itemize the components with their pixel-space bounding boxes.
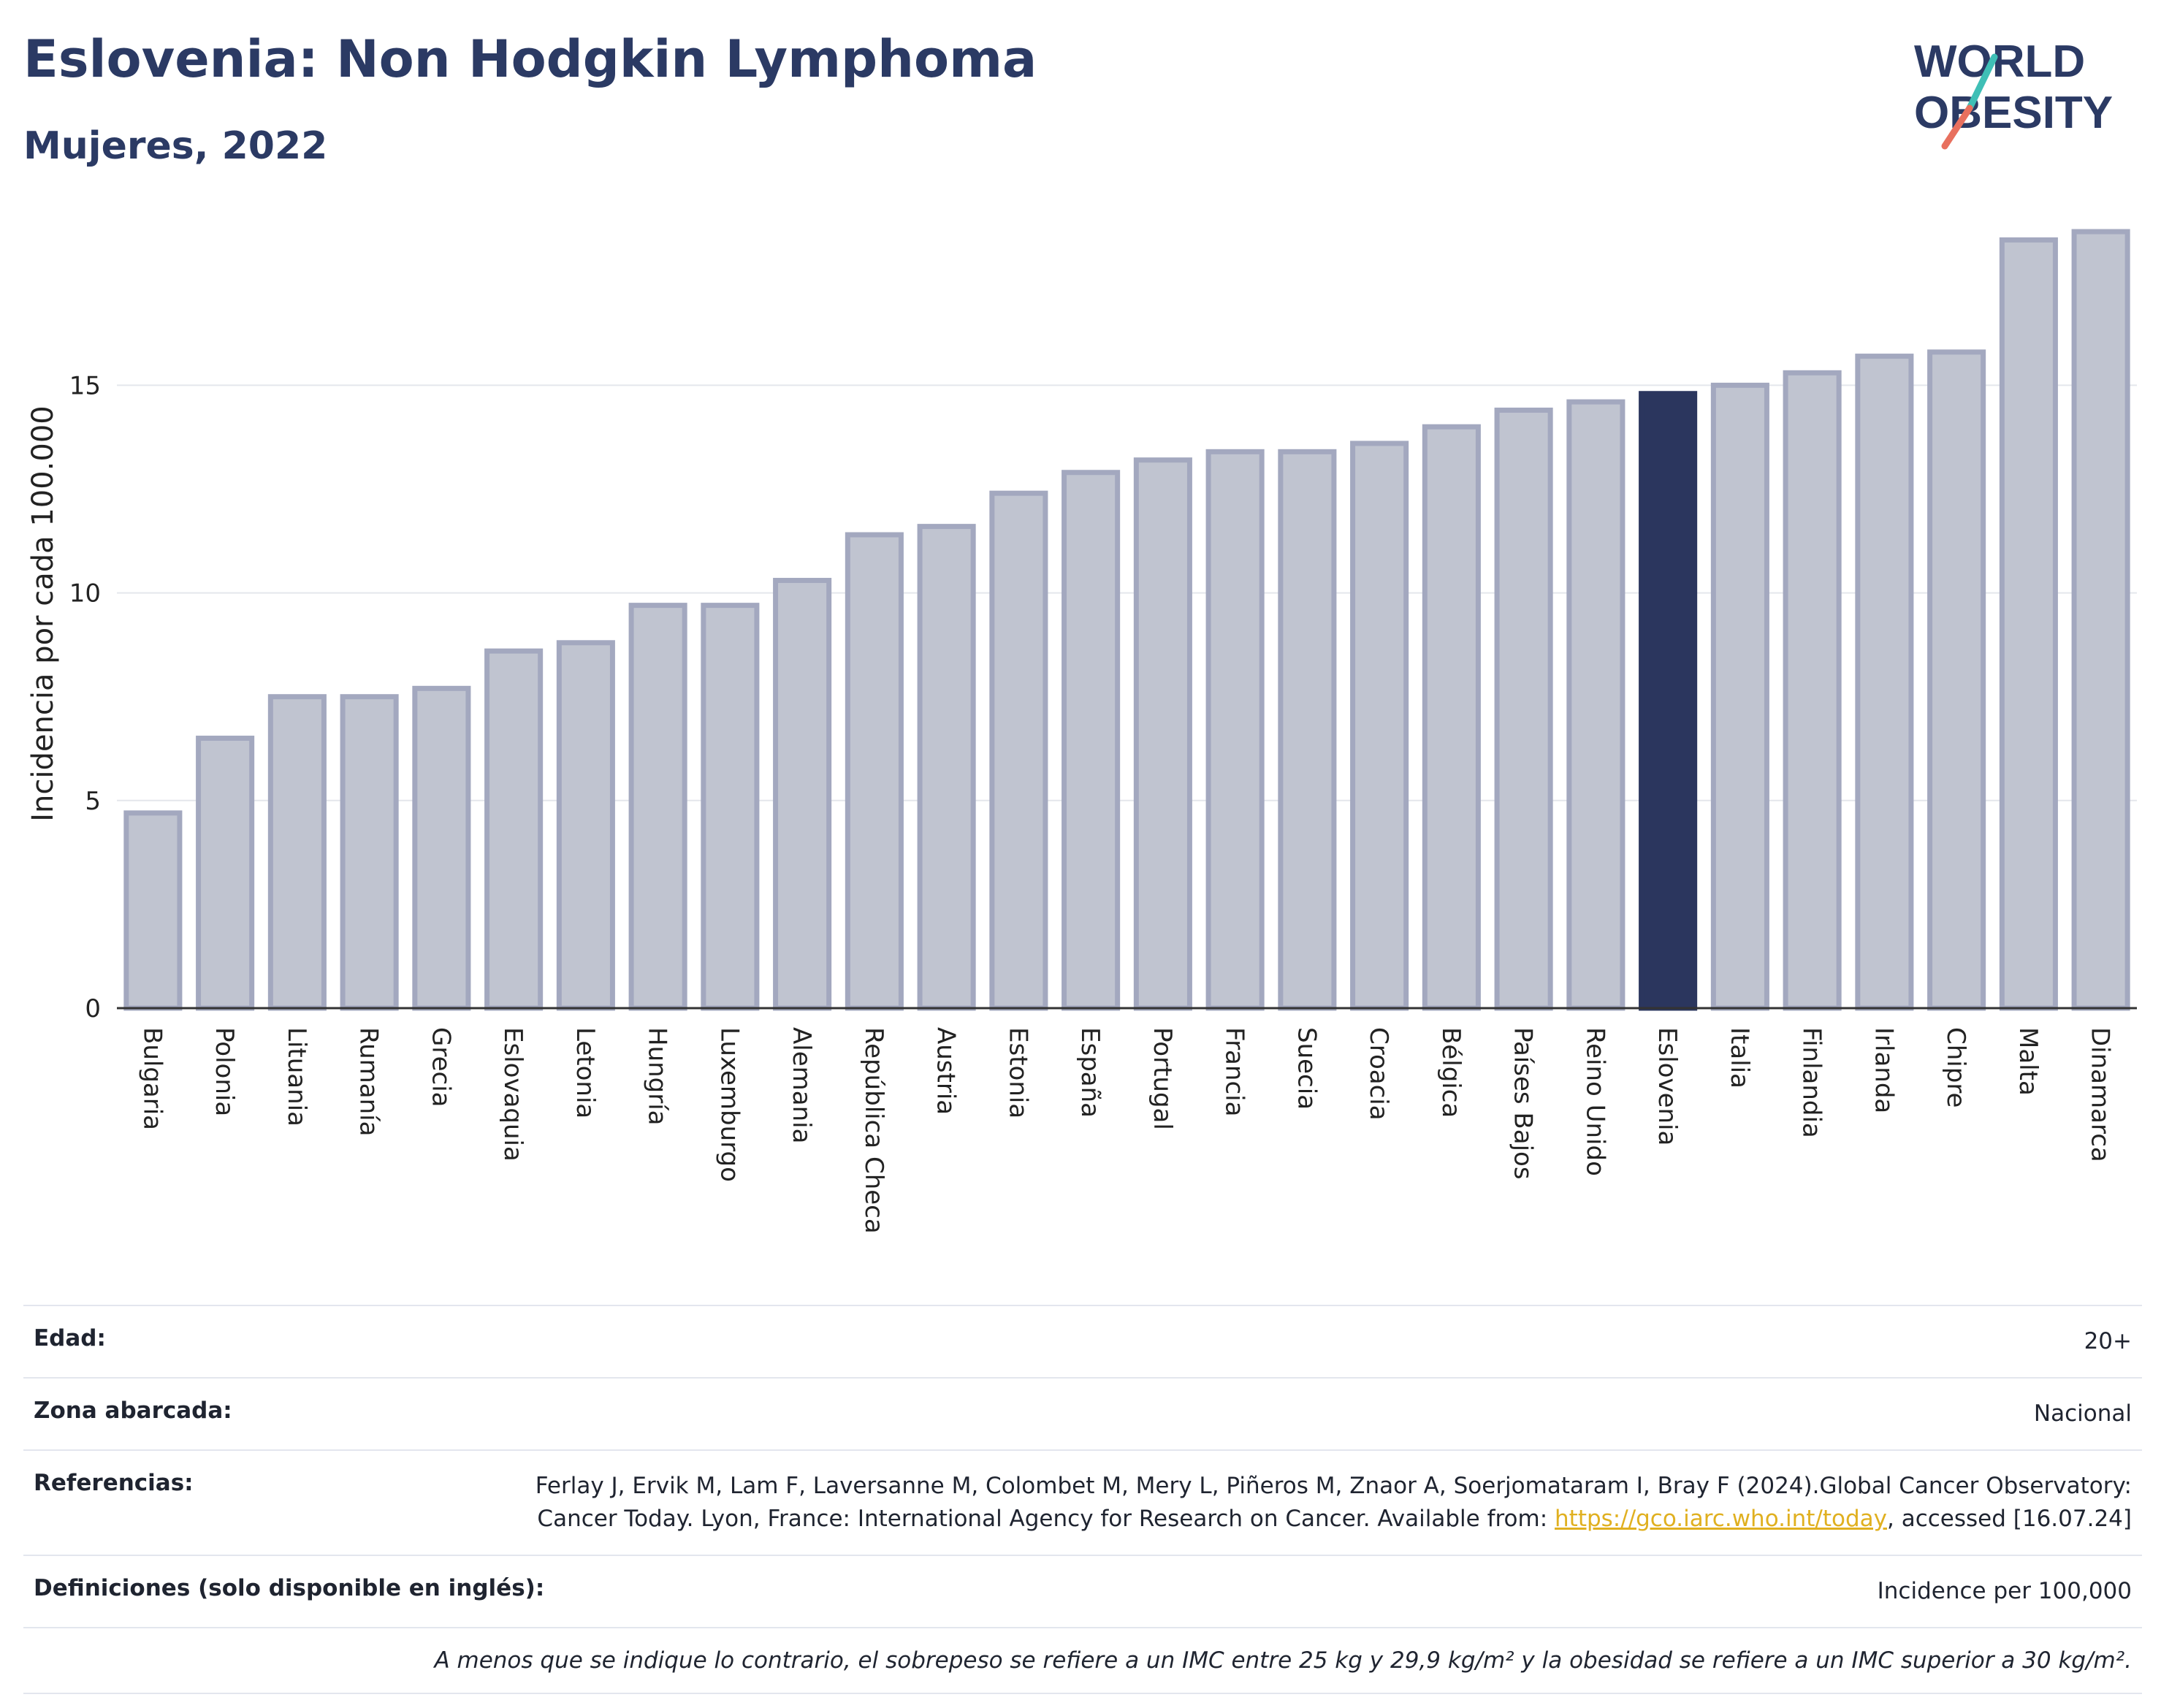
meta-row-references: Referencias: Ferlay J, Ervik M, Lam F, L… <box>23 1449 2142 1555</box>
x-tick-label: Dinamarca <box>2086 1027 2115 1162</box>
page-title: Eslovenia: Non Hodgkin Lymphoma <box>23 29 1037 89</box>
x-tick-label: Austria <box>931 1027 961 1115</box>
bar <box>1278 449 1337 1011</box>
bar <box>2071 229 2130 1011</box>
bar <box>1999 237 2058 1011</box>
bar <box>340 694 399 1011</box>
bar <box>917 524 976 1011</box>
bar <box>1927 349 1986 1011</box>
x-tick-label: Luxemburgo <box>714 1027 744 1182</box>
bar <box>412 685 471 1011</box>
bar <box>1133 457 1192 1011</box>
x-tick-label: Eslovaquia <box>498 1027 527 1162</box>
bar <box>701 603 760 1011</box>
bar <box>1062 470 1121 1011</box>
bar <box>196 736 255 1011</box>
footnote: A menos que se indique lo contrario, el … <box>434 1647 2132 1674</box>
y-tick-label: 0 <box>85 994 101 1023</box>
meta-row-age: Edad: 20+ <box>23 1305 2142 1377</box>
bar <box>845 532 904 1011</box>
x-tick-label: Alemania <box>787 1027 816 1143</box>
x-tick-label: Malta <box>2013 1027 2043 1096</box>
meta-row-area: Zona abarcada: Nacional <box>23 1376 2142 1449</box>
references-link[interactable]: https://gco.iarc.who.int/today <box>1555 1505 1887 1532</box>
y-tick-label: 5 <box>85 787 101 816</box>
x-tick-label: España <box>1075 1027 1105 1118</box>
x-tick-label: Francia <box>1220 1027 1249 1116</box>
x-tick-label: República Checa <box>859 1027 888 1234</box>
area-label: Zona abarcada: <box>34 1397 232 1424</box>
x-tick-label: Chipre <box>1941 1027 1970 1107</box>
bar <box>1350 441 1409 1011</box>
bar <box>628 603 687 1011</box>
bar <box>1566 399 1625 1011</box>
page-subtitle: Mujeres, 2022 <box>23 124 328 168</box>
x-tick-label: Lituania <box>282 1027 311 1126</box>
age-value: 20+ <box>2084 1328 2132 1354</box>
x-tick-label: Portugal <box>1148 1027 1177 1130</box>
x-tick-label: Hungría <box>643 1027 672 1126</box>
area-value: Nacional <box>2033 1400 2132 1427</box>
bar <box>773 578 832 1011</box>
x-tick-label: Estonia <box>1003 1027 1032 1118</box>
bar <box>1639 391 1698 1011</box>
x-tick-label: Rumanía <box>354 1027 384 1136</box>
x-tick-label: Finlandia <box>1797 1027 1826 1138</box>
bar <box>1783 370 1842 1011</box>
x-tick-label: Reino Unido <box>1580 1027 1609 1176</box>
x-tick-label: Eslovenia <box>1653 1027 1682 1145</box>
x-tick-label: Países Bajos <box>1509 1027 1538 1180</box>
x-tick-label: Italia <box>1725 1027 1754 1089</box>
x-tick-label: Polonia <box>210 1027 239 1116</box>
age-label: Edad: <box>34 1325 106 1351</box>
bar <box>1205 449 1265 1011</box>
bar <box>1855 354 1914 1011</box>
logo-slash-red <box>1941 104 1973 150</box>
bar <box>556 640 615 1011</box>
x-tick-label: Suecia <box>1292 1027 1321 1110</box>
meta-row-note: A menos que se indique lo contrario, el … <box>23 1626 2142 1694</box>
logo-word-2: OBESITY <box>1914 88 2113 138</box>
logo-slash-teal <box>1966 53 1998 112</box>
references-label: Referencias: <box>34 1469 194 1496</box>
meta-row-definitions: Definiciones (solo disponible en inglés)… <box>23 1554 2142 1627</box>
x-tick-label: Bélgica <box>1436 1027 1466 1118</box>
x-tick-label: Bulgaria <box>137 1027 167 1130</box>
bar <box>484 648 544 1011</box>
x-tick-label: Croacia <box>1364 1027 1393 1121</box>
bar <box>1494 407 1553 1011</box>
references-text: Ferlay J, Ervik M, Lam F, Laversanne M, … <box>535 1472 2132 1532</box>
definitions-value: Incidence per 100,000 <box>1877 1577 2132 1604</box>
y-axis-label: Incidencia por cada 100.000 <box>26 405 60 822</box>
bar <box>1422 424 1481 1011</box>
references-value: Ferlay J, Ervik M, Lam F, Laversanne M, … <box>488 1470 2132 1536</box>
definitions-label: Definiciones (solo disponible en inglés)… <box>34 1574 545 1601</box>
x-tick-label: Irlanda <box>1869 1027 1898 1113</box>
y-tick-label: 15 <box>69 371 101 400</box>
bar <box>1710 382 1769 1011</box>
bar <box>123 810 183 1011</box>
bar <box>989 490 1048 1011</box>
metadata-table: Edad: 20+ Zona abarcada: Nacional Refere… <box>23 1305 2142 1694</box>
x-tick-label: Grecia <box>426 1027 455 1107</box>
bar-chart: 0 5 10 15 Incidencia por cada 100.000 Bulgari… <box>26 229 2137 1234</box>
bar <box>267 694 327 1011</box>
world-obesity-logo: WORLD OBESITY <box>1914 37 2113 150</box>
references-tail: , accessed [16.07.24] <box>1886 1505 2132 1532</box>
logo-word-1: WORLD <box>1914 37 2085 87</box>
x-tick-label: Letonia <box>571 1027 600 1118</box>
y-tick-label: 10 <box>69 579 101 609</box>
